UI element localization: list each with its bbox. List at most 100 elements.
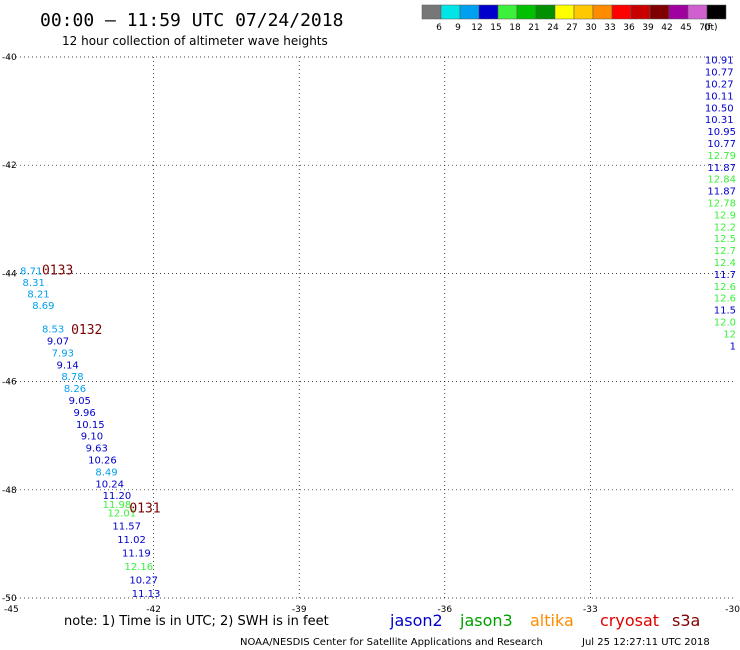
wave-height-value: 10.11 — [705, 91, 734, 102]
wave-height-value: 9.05 — [69, 396, 91, 407]
wave-height-value: 12.9 — [714, 210, 736, 221]
wave-height-value: 12.7 — [714, 246, 736, 257]
units-note: note: 1) Time is in UTC; 2) SWH is in fe… — [64, 614, 329, 629]
footer-agency: NOAA/NESDIS Center for Satellite Applica… — [240, 637, 543, 648]
satellite-key-jason3: jason3 — [459, 611, 513, 630]
satellite-key-altika: altika — [530, 611, 574, 630]
wave-height-value: 12.01 — [107, 509, 136, 520]
lat-tick-label: -44 — [2, 269, 17, 279]
wave-height-value: 12 — [723, 329, 736, 340]
wave-height-value: 11.20 — [103, 491, 132, 502]
legend-label: 39 — [642, 23, 654, 33]
wave-height-value: 8.71 — [20, 267, 42, 278]
lon-tick-label: -36 — [437, 605, 452, 615]
cycle-label: 0133 — [42, 264, 73, 279]
wave-height-value: 8.21 — [27, 289, 49, 300]
lon-tick-label: -45 — [4, 605, 19, 615]
wave-height-value: 9.10 — [81, 432, 103, 443]
legend-label: 30 — [585, 23, 597, 33]
legend-label: 18 — [509, 23, 521, 33]
legend-swatch — [649, 4, 670, 20]
wave-height-value: 10.31 — [705, 115, 734, 126]
legend-swatch — [668, 4, 689, 20]
wave-height-value: 12.78 — [707, 199, 736, 210]
lat-tick-label: -46 — [2, 378, 17, 388]
legend-label: 21 — [528, 23, 539, 33]
legend-swatch — [516, 4, 537, 20]
wave-height-value: 12.4 — [714, 258, 736, 269]
legend-swatch — [611, 4, 632, 20]
wave-height-value: 11.19 — [122, 549, 151, 560]
legend-label: 42 — [661, 23, 672, 33]
wave-height-value: 10.27 — [129, 576, 158, 587]
wave-height-value: 10.27 — [705, 80, 734, 91]
legend-swatch — [478, 4, 499, 20]
legend-swatch — [459, 4, 480, 20]
legend-label: 9 — [455, 23, 461, 33]
cycle-label: 0132 — [71, 323, 102, 338]
wave-height-value: 11.57 — [112, 522, 141, 533]
wave-height-value: 9.07 — [47, 336, 69, 347]
wave-height-value: 11.7 — [714, 270, 736, 281]
page-subtitle: 12 hour collection of altimeter wave hei… — [62, 34, 328, 48]
legend-swatch — [421, 4, 442, 20]
lat-tick-label: -50 — [2, 594, 17, 604]
wave-height-value: 12.79 — [707, 151, 736, 162]
wave-height-value: 11.87 — [707, 163, 736, 174]
wave-height-value: 8.69 — [32, 301, 54, 312]
legend-label: 15 — [490, 23, 501, 33]
legend-label: 24 — [547, 23, 559, 33]
cycle-label: 0131 — [129, 502, 160, 517]
satellite-key: jason2 jason3 altika cryosat s3a — [389, 611, 700, 630]
wave-height-value: 10.24 — [95, 479, 124, 490]
lon-tick-label: -30 — [725, 605, 740, 615]
legend-swatch — [687, 4, 708, 20]
wave-height-value: 8.49 — [95, 467, 117, 478]
legend-swatch — [440, 4, 461, 20]
wave-height-value: 10.15 — [76, 420, 105, 431]
legend-label: 70 — [699, 23, 711, 33]
altimeter-track-west: 8.718.318.218.69 8.539.077.939.148.788.26… — [20, 267, 160, 600]
wave-height-value: 12.6 — [714, 294, 736, 305]
satellite-key-jason2: jason2 — [389, 611, 443, 630]
legend-label: 45 — [680, 23, 691, 33]
wave-height-value: 10.91 — [705, 56, 734, 67]
page-title: 00:00 — 11:59 UTC 07/24/2018 — [40, 10, 343, 31]
lat-lon-grid — [8, 56, 736, 599]
wave-height-value: 1 — [730, 341, 736, 352]
wave-height-value: 12.84 — [707, 175, 736, 186]
legend-swatch — [497, 4, 518, 20]
wave-height-color-scale: 6 9 12 15 18 21 24 27 30 33 36 39 42 45 70(ft) — [421, 4, 727, 33]
wave-height-value: 10.26 — [88, 456, 117, 467]
wave-height-value: 11.13 — [132, 589, 161, 600]
lon-tick-label: -33 — [583, 605, 598, 615]
wave-height-value: 8.26 — [64, 384, 86, 395]
lat-tick-label: -42 — [2, 161, 17, 171]
wave-height-value: 10.77 — [705, 68, 734, 79]
wave-height-value: 10.50 — [705, 103, 734, 114]
legend-label: 12 — [471, 23, 482, 33]
legend-label: 33 — [604, 23, 615, 33]
wave-height-value: 8.31 — [23, 278, 45, 289]
satellite-key-s3a: s3a — [672, 611, 700, 630]
wave-height-value: 12.5 — [714, 234, 736, 245]
wave-height-value: 10.77 — [707, 139, 736, 150]
legend-swatch — [630, 4, 651, 20]
wave-height-value: 11.87 — [707, 187, 736, 198]
legend-label: 27 — [566, 23, 577, 33]
wave-height-value: 9.14 — [57, 360, 79, 371]
wave-height-value: 11.5 — [714, 306, 736, 317]
legend-swatch — [554, 4, 575, 20]
wave-height-value: 9.96 — [74, 408, 96, 419]
wave-height-value: 12.16 — [124, 562, 153, 573]
wave-height-value: 11.98 — [103, 500, 132, 511]
legend-swatch — [592, 4, 613, 20]
axis-tick-labels: -45 -42 -39 -36 -33 -30 -40 -42 -44 -46 -48 -50 — [2, 53, 740, 615]
wave-height-value: 9.63 — [86, 444, 108, 455]
lat-tick-label: -48 — [2, 486, 17, 496]
legend-swatch — [706, 4, 727, 20]
lat-tick-label: -40 — [2, 53, 17, 63]
legend-label: 36 — [623, 23, 635, 33]
legend-unit: (ft) — [704, 23, 718, 33]
